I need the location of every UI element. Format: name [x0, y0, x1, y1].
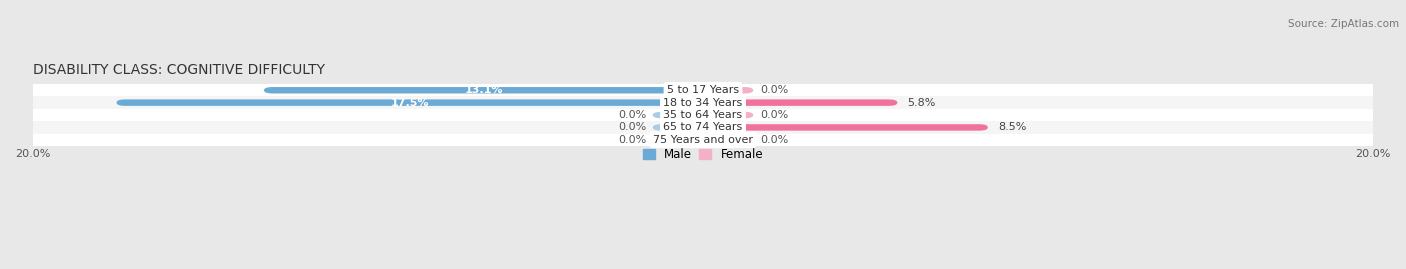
- FancyBboxPatch shape: [264, 87, 703, 94]
- Text: 0.0%: 0.0%: [617, 122, 645, 132]
- Text: 13.1%: 13.1%: [464, 85, 503, 95]
- FancyBboxPatch shape: [703, 124, 988, 131]
- Text: 17.5%: 17.5%: [391, 98, 429, 108]
- Text: 35 to 64 Years: 35 to 64 Years: [664, 110, 742, 120]
- Text: 0.0%: 0.0%: [617, 110, 645, 120]
- Bar: [32, 134, 1374, 146]
- Bar: [32, 109, 1374, 121]
- Text: 8.5%: 8.5%: [998, 122, 1026, 132]
- Bar: [32, 121, 1374, 134]
- Text: 65 to 74 Years: 65 to 74 Years: [664, 122, 742, 132]
- FancyBboxPatch shape: [117, 100, 703, 106]
- FancyBboxPatch shape: [703, 87, 754, 94]
- FancyBboxPatch shape: [703, 112, 754, 118]
- FancyBboxPatch shape: [652, 137, 703, 143]
- Text: DISABILITY CLASS: COGNITIVE DIFFICULTY: DISABILITY CLASS: COGNITIVE DIFFICULTY: [32, 63, 325, 77]
- Text: 0.0%: 0.0%: [761, 85, 789, 95]
- Text: 5 to 17 Years: 5 to 17 Years: [666, 85, 740, 95]
- Text: 18 to 34 Years: 18 to 34 Years: [664, 98, 742, 108]
- Text: 75 Years and over: 75 Years and over: [652, 135, 754, 145]
- FancyBboxPatch shape: [703, 137, 754, 143]
- FancyBboxPatch shape: [652, 124, 703, 131]
- Legend: Male, Female: Male, Female: [638, 144, 768, 166]
- Bar: [32, 84, 1374, 97]
- Text: 0.0%: 0.0%: [761, 110, 789, 120]
- Text: 0.0%: 0.0%: [761, 135, 789, 145]
- FancyBboxPatch shape: [703, 100, 897, 106]
- Text: 0.0%: 0.0%: [617, 135, 645, 145]
- Text: Source: ZipAtlas.com: Source: ZipAtlas.com: [1288, 19, 1399, 29]
- Bar: [32, 97, 1374, 109]
- FancyBboxPatch shape: [652, 112, 703, 118]
- Text: 5.8%: 5.8%: [907, 98, 936, 108]
